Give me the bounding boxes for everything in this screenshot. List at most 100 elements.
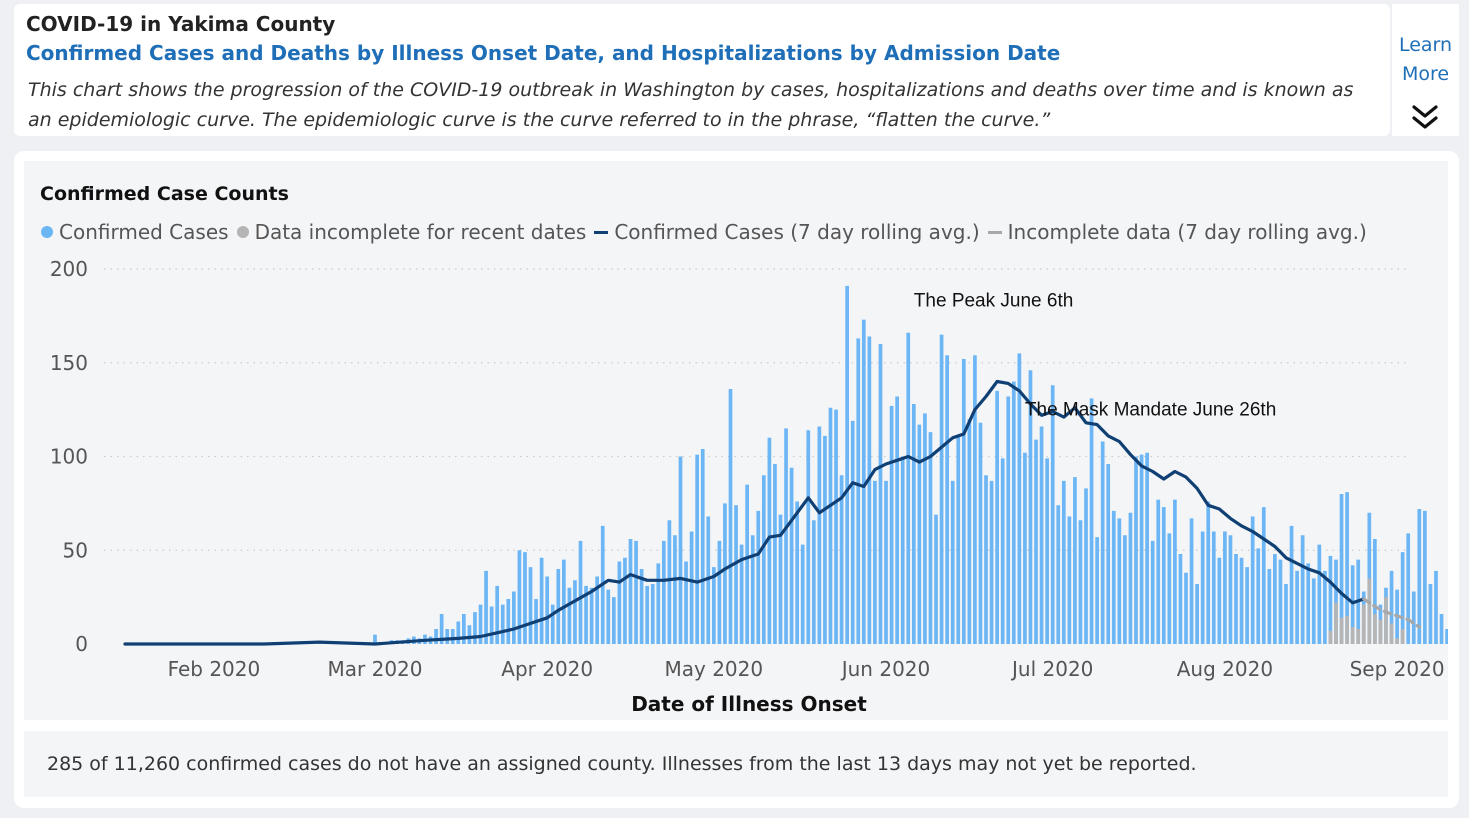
bar-confirmed-cases [1150, 540, 1155, 645]
bar-confirmed-cases [1239, 557, 1244, 644]
bar-confirmed-cases [495, 585, 500, 645]
bar-confirmed-cases [900, 456, 905, 644]
bar-confirmed-cases [1161, 507, 1166, 645]
bar-confirmed-cases [484, 570, 488, 645]
legend-label: Incomplete data (7 day rolling avg.) [1007, 220, 1367, 244]
bar-confirmed-cases [828, 407, 833, 644]
bar-confirmed-cases [611, 597, 616, 645]
chart-panel: Confirmed Case Counts Confirmed Cases Da… [24, 161, 1448, 720]
bar-confirmed-cases [573, 580, 577, 644]
bar-confirmed-cases [745, 484, 750, 645]
bar-confirmed-cases [1423, 510, 1427, 645]
bar-confirmed-cases [689, 531, 694, 644]
bar-confirmed-cases [1339, 494, 1344, 644]
bar-confirmed-cases [445, 629, 450, 644]
legend-item-incomplete-data[interactable]: Data incomplete for recent dates [236, 220, 586, 244]
bar-confirmed-cases [1445, 629, 1448, 644]
bar-confirmed-cases [545, 576, 550, 644]
bar-confirmed-cases [806, 430, 811, 644]
bar-confirmed-cases [739, 544, 744, 645]
bar-confirmed-cases [850, 420, 855, 645]
legend-dot-icon [236, 226, 249, 238]
learn-more-panel[interactable]: Learn More [1392, 4, 1459, 136]
bar-confirmed-cases [1345, 492, 1349, 645]
y-tick-label: 0 [75, 632, 88, 656]
bar-confirmed-cases [878, 344, 883, 644]
bar-confirmed-cases [784, 428, 788, 645]
bar-confirmed-cases [595, 576, 600, 644]
x-tick-label: Apr 2020 [501, 657, 593, 681]
bar-confirmed-cases [945, 355, 949, 644]
bar-confirmed-cases [756, 510, 761, 645]
bar-incomplete-data [1339, 617, 1344, 644]
bar-confirmed-cases [656, 563, 661, 645]
bar-confirmed-cases [989, 480, 994, 645]
bar-confirmed-cases [1195, 584, 1199, 644]
bar-incomplete-data [1378, 619, 1383, 645]
bar-confirmed-cases [923, 413, 927, 645]
bar-confirmed-cases [506, 599, 511, 644]
bar-confirmed-cases [434, 629, 438, 644]
bar-confirmed-cases [750, 535, 755, 644]
bar-confirmed-cases [1256, 548, 1261, 645]
bar-confirmed-cases [1167, 533, 1172, 645]
bar-confirmed-cases [1350, 565, 1355, 644]
bar-confirmed-cases [489, 606, 494, 644]
bar-confirmed-cases [1406, 533, 1411, 645]
bar-confirmed-cases [439, 614, 444, 644]
bar-confirmed-cases [839, 475, 844, 644]
bar-confirmed-cases [467, 625, 472, 644]
bar-confirmed-cases [1411, 591, 1416, 644]
bar-confirmed-cases [650, 584, 655, 644]
footer-note: 285 of 11,260 confirmed cases do not hav… [47, 753, 1197, 775]
bar-confirmed-cases [567, 587, 572, 644]
bar-confirmed-cases [1245, 567, 1249, 645]
bar-confirmed-cases [800, 544, 805, 645]
bar-confirmed-cases [684, 561, 688, 644]
bar-incomplete-data [1384, 597, 1388, 645]
legend-item-rolling-avg[interactable]: Confirmed Cases (7 day rolling avg.) [594, 220, 980, 244]
bar-confirmed-cases [373, 634, 377, 645]
learn-more-link[interactable]: Learn More [1398, 34, 1453, 85]
bar-confirmed-cases [1211, 531, 1216, 644]
double-chevron-down-icon[interactable] [1410, 104, 1440, 132]
bar-confirmed-cases [717, 540, 722, 645]
bar-confirmed-cases [584, 585, 588, 645]
bar-confirmed-cases [700, 449, 705, 644]
bar-confirmed-cases [617, 561, 622, 644]
bar-confirmed-cases [811, 520, 816, 644]
bar-confirmed-cases [1206, 501, 1211, 644]
bar-confirmed-cases [473, 612, 477, 645]
legend-item-confirmed-cases[interactable]: Confirmed Cases [41, 220, 229, 244]
bar-confirmed-cases [767, 437, 772, 644]
bar-incomplete-data [1389, 623, 1394, 645]
legend-label: Confirmed Cases (7 day rolling avg.) [614, 220, 980, 244]
chart-description: This chart shows the progression of the … [28, 79, 1354, 131]
bar-confirmed-cases [1289, 525, 1294, 645]
bar-confirmed-cases [1417, 509, 1422, 644]
bar-confirmed-cases [606, 589, 611, 645]
legend-dash-icon [987, 230, 1002, 234]
bar-confirmed-cases [1373, 539, 1377, 644]
bar-confirmed-cases [1234, 554, 1238, 644]
legend-item-incomplete-rolling-avg[interactable]: Incomplete data (7 day rolling avg.) [987, 220, 1367, 244]
bar-confirmed-cases [1084, 488, 1088, 645]
bar-confirmed-cases [673, 535, 677, 644]
bar-confirmed-cases [1106, 464, 1111, 644]
bar-confirmed-cases [917, 424, 922, 645]
bar-confirmed-cases [1428, 584, 1433, 644]
bar-confirmed-cases [728, 389, 733, 644]
bar-confirmed-cases [1278, 559, 1283, 645]
page-title: COVID-19 in Yakima County [26, 12, 336, 36]
bar-confirmed-cases [1178, 554, 1183, 644]
bar-confirmed-cases [556, 569, 561, 644]
bar-confirmed-cases [523, 552, 527, 645]
bar-incomplete-data [1395, 638, 1399, 645]
bar-incomplete-data [1356, 629, 1361, 644]
bar-confirmed-cases [1389, 570, 1394, 645]
bar-confirmed-cases [539, 557, 544, 644]
bar-confirmed-cases [512, 591, 516, 644]
bar-confirmed-cases [1017, 353, 1022, 645]
bar-confirmed-cases [1261, 507, 1266, 645]
bar-incomplete-data [1400, 629, 1405, 644]
